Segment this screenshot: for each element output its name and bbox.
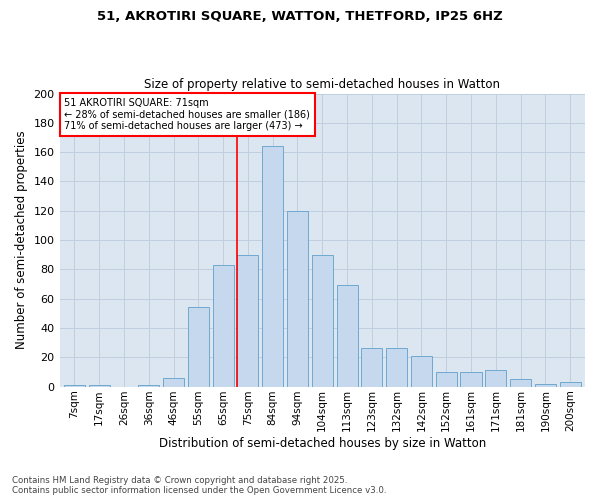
Bar	[89, 385, 110, 386]
Bar	[212, 265, 233, 386]
Bar	[312, 254, 333, 386]
Bar	[188, 308, 209, 386]
Bar	[560, 382, 581, 386]
Bar	[460, 372, 482, 386]
Bar	[510, 379, 531, 386]
Bar	[64, 385, 85, 386]
Bar	[436, 372, 457, 386]
Text: 51 AKROTIRI SQUARE: 71sqm
← 28% of semi-detached houses are smaller (186)
71% of: 51 AKROTIRI SQUARE: 71sqm ← 28% of semi-…	[64, 98, 310, 131]
Bar	[485, 370, 506, 386]
Bar	[535, 384, 556, 386]
Bar	[287, 210, 308, 386]
Bar	[238, 254, 259, 386]
Bar	[138, 385, 160, 386]
Bar	[361, 348, 382, 387]
Bar	[411, 356, 432, 386]
Text: Contains HM Land Registry data © Crown copyright and database right 2025.
Contai: Contains HM Land Registry data © Crown c…	[12, 476, 386, 495]
Bar	[386, 348, 407, 387]
Bar	[337, 286, 358, 386]
Y-axis label: Number of semi-detached properties: Number of semi-detached properties	[15, 130, 28, 350]
X-axis label: Distribution of semi-detached houses by size in Watton: Distribution of semi-detached houses by …	[158, 437, 486, 450]
Text: 51, AKROTIRI SQUARE, WATTON, THETFORD, IP25 6HZ: 51, AKROTIRI SQUARE, WATTON, THETFORD, I…	[97, 10, 503, 23]
Bar	[262, 146, 283, 386]
Bar	[163, 378, 184, 386]
Title: Size of property relative to semi-detached houses in Watton: Size of property relative to semi-detach…	[144, 78, 500, 91]
